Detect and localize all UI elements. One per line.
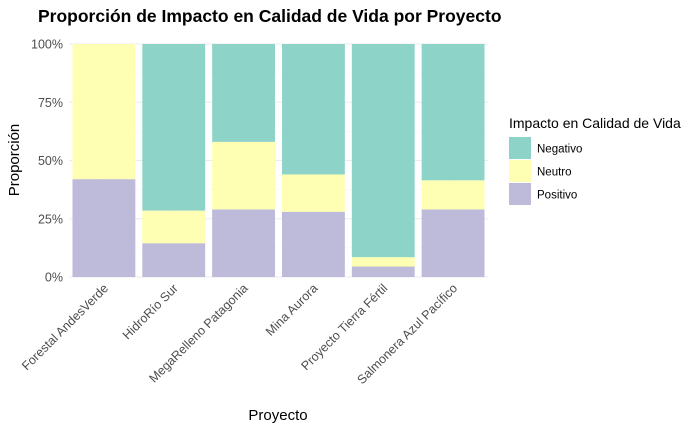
bar-negativo-5 (351, 44, 415, 258)
legend-key-negativo (509, 137, 531, 159)
legend-key-neutro (509, 160, 531, 182)
y-tick-label: 0% (45, 271, 63, 285)
y-tick-label: 50% (38, 154, 63, 168)
legend-title: Impacto en Calidad de Vida (509, 115, 681, 131)
y-tick-label: 75% (38, 96, 63, 110)
y-tick-label: 100% (31, 38, 63, 52)
bar-neutro-3 (212, 141, 276, 210)
x-axis-title: Proyecto (248, 407, 307, 424)
y-tick-label: 25% (38, 212, 63, 226)
bar-negativo-3 (212, 44, 276, 142)
bar-neutro-2 (142, 210, 206, 244)
bar-negativo-6 (421, 44, 485, 181)
legend-label-positivo: Positivo (537, 190, 577, 202)
bar-neutro-1 (72, 44, 136, 180)
y-axis: 0% 25% 50% 75% 100% (31, 38, 63, 285)
bars (72, 44, 485, 277)
bar-negativo-2 (142, 44, 206, 211)
chart-title: Proporción de Impacto en Calidad de Vida… (38, 6, 502, 26)
x-tick-label: Mina Aurora (263, 281, 321, 339)
x-tick-label: Forestal AndesVerde (19, 281, 111, 373)
bar-neutro-6 (421, 180, 485, 210)
bar-negativo-4 (281, 44, 345, 175)
bar-positivo-4 (281, 211, 345, 277)
x-axis: Forestal AndesVerde HidroRío SurMegaRelle… (19, 281, 460, 387)
bar-positivo-2 (142, 243, 206, 277)
x-tick-label: HidroRío Sur (120, 281, 181, 342)
bar-positivo-6 (421, 209, 485, 277)
bar-positivo-3 (212, 209, 276, 277)
bar-neutro-4 (281, 174, 345, 212)
bar-positivo-1 (72, 179, 136, 277)
legend: Impacto en Calidad de Vida Negativo Neutr… (509, 115, 681, 205)
legend-label-neutro: Neutro (537, 167, 572, 179)
legend-label-negativo: Negativo (537, 144, 582, 156)
legend-key-positivo (509, 183, 531, 205)
bar-positivo-5 (351, 266, 415, 277)
bar-neutro-5 (351, 257, 415, 267)
y-axis-title: Proporción (6, 124, 23, 197)
